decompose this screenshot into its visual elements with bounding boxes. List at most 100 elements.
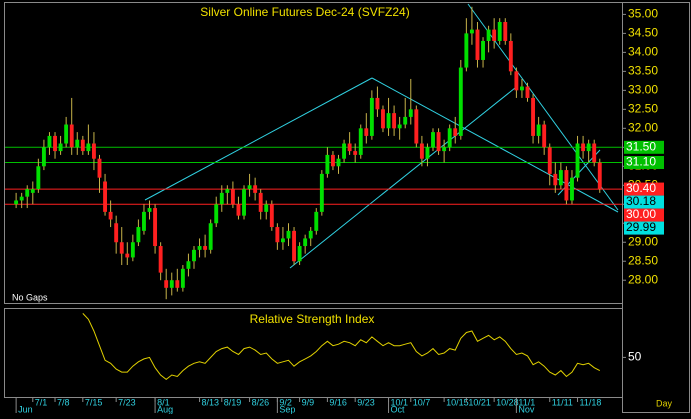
level-label: 31.50 bbox=[626, 139, 656, 153]
candle-body bbox=[286, 230, 291, 239]
candle-body bbox=[14, 200, 19, 205]
candle-body bbox=[342, 143, 347, 159]
level-label-box bbox=[624, 195, 664, 209]
x-tick-label: 7/1 bbox=[35, 397, 48, 407]
candle-body bbox=[58, 143, 63, 152]
month-label: Oct bbox=[391, 404, 406, 414]
candle-body bbox=[41, 147, 46, 167]
candle-body bbox=[208, 223, 213, 250]
candle-body bbox=[242, 189, 246, 216]
candle-body bbox=[392, 113, 397, 129]
candle-body bbox=[458, 67, 463, 136]
candle-body bbox=[497, 21, 502, 41]
x-tick-label: 9/9 bbox=[302, 397, 315, 407]
y-tick-label: 34.00 bbox=[628, 45, 658, 59]
candle-body bbox=[369, 97, 374, 136]
candle-body bbox=[303, 238, 308, 247]
candle-body bbox=[464, 33, 469, 68]
candle-body bbox=[53, 135, 57, 152]
x-tick-label: 10/15 bbox=[446, 397, 469, 407]
candle-body bbox=[553, 173, 558, 186]
axis-panel bbox=[622, 2, 690, 413]
candle-body bbox=[558, 170, 563, 186]
candle-body bbox=[414, 109, 419, 144]
candle-body bbox=[503, 21, 508, 41]
month-label: Sep bbox=[279, 404, 295, 414]
candle-body bbox=[492, 29, 497, 41]
candle-body bbox=[442, 147, 447, 152]
candle-body bbox=[425, 147, 430, 159]
candle-body bbox=[158, 246, 163, 273]
candle-body bbox=[336, 158, 341, 167]
rsi-line bbox=[82, 313, 601, 381]
level-label: 30.00 bbox=[626, 207, 656, 221]
x-tick-label: 10/7 bbox=[413, 397, 431, 407]
x-tick-label: 9/23 bbox=[357, 397, 375, 407]
candle-body bbox=[36, 166, 41, 190]
candle-body bbox=[586, 143, 591, 152]
x-tick-label: 10/28 bbox=[496, 397, 519, 407]
candle-body bbox=[230, 189, 235, 205]
level-label: 30.40 bbox=[626, 181, 656, 195]
x-tick-label: 7/8 bbox=[57, 397, 70, 407]
x-tick-label: 9/2 bbox=[279, 397, 292, 407]
rsi-tick-label: 50 bbox=[628, 350, 642, 364]
candle-body bbox=[147, 208, 152, 212]
candle-body bbox=[47, 135, 52, 148]
candle-body bbox=[30, 189, 35, 193]
candle-body bbox=[597, 162, 602, 190]
level-label: 31.10 bbox=[626, 155, 656, 169]
candle-body bbox=[275, 227, 280, 243]
month-label: Nov bbox=[518, 404, 535, 414]
x-tick-label: 11/18 bbox=[580, 397, 602, 407]
candle-body bbox=[592, 143, 597, 163]
candle-body bbox=[103, 181, 107, 212]
x-tick-label: 8/26 bbox=[252, 397, 270, 407]
candle-body bbox=[186, 261, 191, 269]
candle-body bbox=[358, 128, 363, 155]
candle-body bbox=[475, 29, 480, 60]
candle-body bbox=[453, 128, 458, 136]
candle-body bbox=[408, 109, 413, 117]
y-tick-label: 28.00 bbox=[628, 272, 658, 286]
trend-line bbox=[144, 77, 373, 201]
level-label-box bbox=[624, 221, 664, 235]
candle-body bbox=[80, 139, 85, 152]
candle-body bbox=[169, 280, 174, 288]
candle-body bbox=[125, 253, 130, 258]
candle-body bbox=[325, 154, 330, 174]
chart-title: Silver Online Futures Dec-24 (SVFZ24) bbox=[200, 5, 409, 19]
candle-body bbox=[381, 109, 385, 129]
candle-body bbox=[375, 97, 380, 110]
level-label-box bbox=[624, 140, 664, 154]
candle-body bbox=[364, 128, 369, 136]
candle-body bbox=[19, 196, 24, 201]
candle-body bbox=[91, 143, 96, 159]
candle-body bbox=[69, 124, 74, 148]
candle-body bbox=[419, 143, 424, 159]
y-tick-label: 32.00 bbox=[628, 120, 658, 134]
candle-body bbox=[108, 211, 113, 220]
y-tick-label: 34.50 bbox=[628, 26, 658, 40]
x-tick-label: 10/1 bbox=[391, 397, 409, 407]
candle-body bbox=[319, 173, 324, 212]
candle-body bbox=[114, 223, 119, 243]
candle-body bbox=[280, 238, 285, 243]
candle-body bbox=[219, 192, 224, 205]
candle-body bbox=[214, 204, 219, 224]
candle-body bbox=[447, 128, 452, 148]
note: No Gaps bbox=[12, 292, 48, 302]
x-tick-label: 11/11 bbox=[552, 397, 573, 407]
candle-body bbox=[269, 204, 274, 228]
y-tick-label: 35.00 bbox=[628, 7, 658, 21]
candle-body bbox=[225, 189, 230, 193]
candle-body bbox=[119, 242, 124, 254]
candle-body bbox=[331, 154, 335, 167]
candle-body bbox=[570, 177, 574, 201]
candle-body bbox=[525, 86, 530, 98]
candle-body bbox=[575, 143, 580, 178]
month-label: Aug bbox=[157, 404, 173, 414]
level-label-box bbox=[624, 155, 664, 169]
trend-line bbox=[371, 77, 619, 213]
candle-body bbox=[197, 246, 202, 250]
